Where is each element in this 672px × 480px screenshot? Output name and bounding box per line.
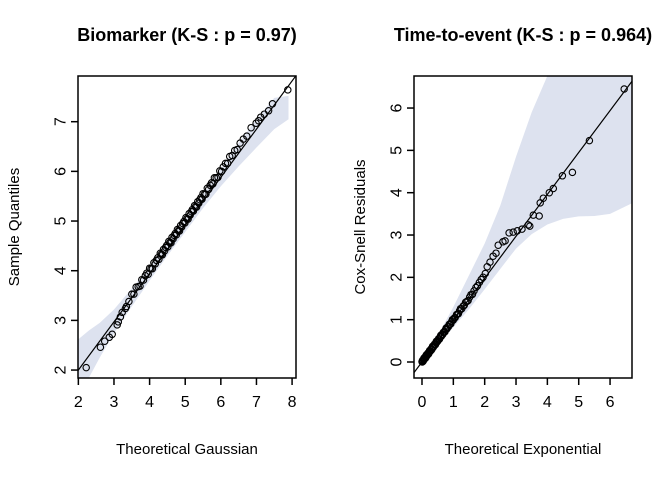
y-tick-label: 6 bbox=[389, 103, 406, 112]
y-tick-label: 3 bbox=[53, 316, 70, 325]
data-point bbox=[472, 283, 480, 292]
x-tick-label: 4 bbox=[145, 394, 154, 411]
y-tick-label: 2 bbox=[53, 366, 70, 375]
data-point bbox=[509, 228, 517, 236]
x-tick-label: 1 bbox=[449, 394, 458, 411]
y-tick-label: 5 bbox=[389, 146, 406, 155]
data-point bbox=[518, 225, 526, 233]
y-tick-label: 5 bbox=[53, 216, 70, 225]
data-point bbox=[620, 85, 628, 93]
data-point bbox=[481, 269, 490, 278]
data-point bbox=[184, 215, 192, 223]
data-point bbox=[217, 167, 226, 176]
data-point bbox=[158, 251, 167, 259]
data-point bbox=[139, 276, 148, 284]
data-point bbox=[125, 297, 133, 306]
data-point bbox=[539, 194, 548, 202]
data-point bbox=[82, 363, 90, 372]
x-tick-label: 5 bbox=[181, 394, 190, 411]
y-tick-label: 0 bbox=[389, 357, 406, 366]
qq-plot-time-to-event: 0 1 2 3 4 5 6 0 1 2 3 4 5 6 bbox=[389, 75, 633, 411]
data-point bbox=[558, 172, 567, 180]
y-tick-label: 7 bbox=[53, 117, 70, 126]
data-point bbox=[128, 290, 136, 298]
data-point bbox=[114, 318, 123, 326]
qq-plot-biomarker: 2 3 4 5 6 7 8 2 3 4 5 6 7 bbox=[53, 75, 297, 411]
y-tick-label: 3 bbox=[389, 230, 406, 239]
data-point bbox=[492, 249, 500, 257]
data-point bbox=[96, 343, 105, 351]
x-axis-label-left: Theoretical Gaussian bbox=[116, 441, 258, 458]
x-axis: 0 1 2 3 4 5 6 bbox=[418, 378, 615, 411]
data-points bbox=[418, 85, 628, 366]
data-point bbox=[233, 145, 241, 154]
x-tick-label: 8 bbox=[288, 394, 297, 411]
data-point bbox=[284, 86, 292, 94]
plot-frame bbox=[413, 75, 633, 379]
data-point bbox=[477, 275, 485, 284]
data-point bbox=[526, 222, 534, 230]
y-axis-label-left: Sample Quantiles bbox=[6, 167, 23, 287]
y-tick-label: 2 bbox=[389, 273, 406, 282]
data-point bbox=[108, 330, 116, 339]
data-point bbox=[192, 203, 201, 211]
data-point bbox=[501, 237, 509, 245]
x-tick-label: 7 bbox=[252, 394, 261, 411]
data-point bbox=[221, 159, 230, 168]
x-tick-label: 2 bbox=[480, 394, 489, 411]
plot-title-biomarker: Biomarker (K-S : p = 0.97) bbox=[77, 25, 297, 45]
data-point bbox=[264, 107, 273, 115]
y-tick-label: 4 bbox=[389, 188, 406, 197]
data-point bbox=[459, 302, 467, 310]
x-tick-label: 3 bbox=[110, 394, 119, 411]
data-point bbox=[464, 296, 472, 305]
data-point bbox=[535, 212, 543, 220]
data-point bbox=[486, 258, 494, 266]
confidence-band bbox=[78, 95, 289, 378]
data-point bbox=[549, 184, 558, 193]
data-point bbox=[513, 227, 522, 235]
data-point bbox=[150, 259, 158, 267]
plot-frame bbox=[77, 75, 297, 379]
y-axis: 0 1 2 3 4 5 6 bbox=[389, 103, 414, 366]
data-point bbox=[568, 168, 577, 177]
data-point bbox=[151, 260, 160, 268]
data-point bbox=[167, 239, 175, 247]
x-tick-label: 4 bbox=[543, 394, 552, 411]
data-point bbox=[252, 119, 260, 127]
data-point bbox=[204, 185, 213, 194]
data-point bbox=[468, 290, 477, 299]
y-axis: 2 3 4 5 6 7 bbox=[53, 117, 78, 375]
data-point bbox=[116, 313, 125, 321]
plot-title-time-to-event: Time-to-event (K-S : p = 0.964) bbox=[393, 25, 653, 45]
y-tick-label: 1 bbox=[389, 315, 406, 324]
x-tick-label: 2 bbox=[74, 394, 83, 411]
data-point bbox=[524, 221, 533, 229]
data-point bbox=[100, 337, 109, 345]
data-point bbox=[545, 188, 554, 197]
y-tick-label: 4 bbox=[53, 266, 70, 275]
x-tick-label: 5 bbox=[574, 394, 583, 411]
x-tick-label: 0 bbox=[418, 394, 427, 411]
data-point bbox=[130, 290, 138, 298]
data-point bbox=[268, 100, 277, 108]
x-axis: 2 3 4 5 6 7 8 bbox=[74, 378, 297, 411]
x-tick-label: 6 bbox=[606, 394, 615, 411]
data-point bbox=[585, 136, 594, 145]
y-tick-label: 6 bbox=[53, 167, 70, 176]
data-point bbox=[479, 273, 487, 282]
y-axis-label-right: Cox-Snell Residuals bbox=[352, 159, 369, 295]
data-points bbox=[82, 86, 292, 372]
data-point bbox=[505, 229, 513, 237]
data-point bbox=[175, 227, 184, 235]
data-point bbox=[243, 132, 251, 140]
x-axis-label-right: Theoretical Exponential bbox=[444, 441, 602, 458]
x-tick-label: 3 bbox=[512, 394, 521, 411]
x-tick-label: 6 bbox=[216, 394, 225, 411]
data-point bbox=[247, 123, 255, 132]
data-point bbox=[223, 159, 232, 168]
